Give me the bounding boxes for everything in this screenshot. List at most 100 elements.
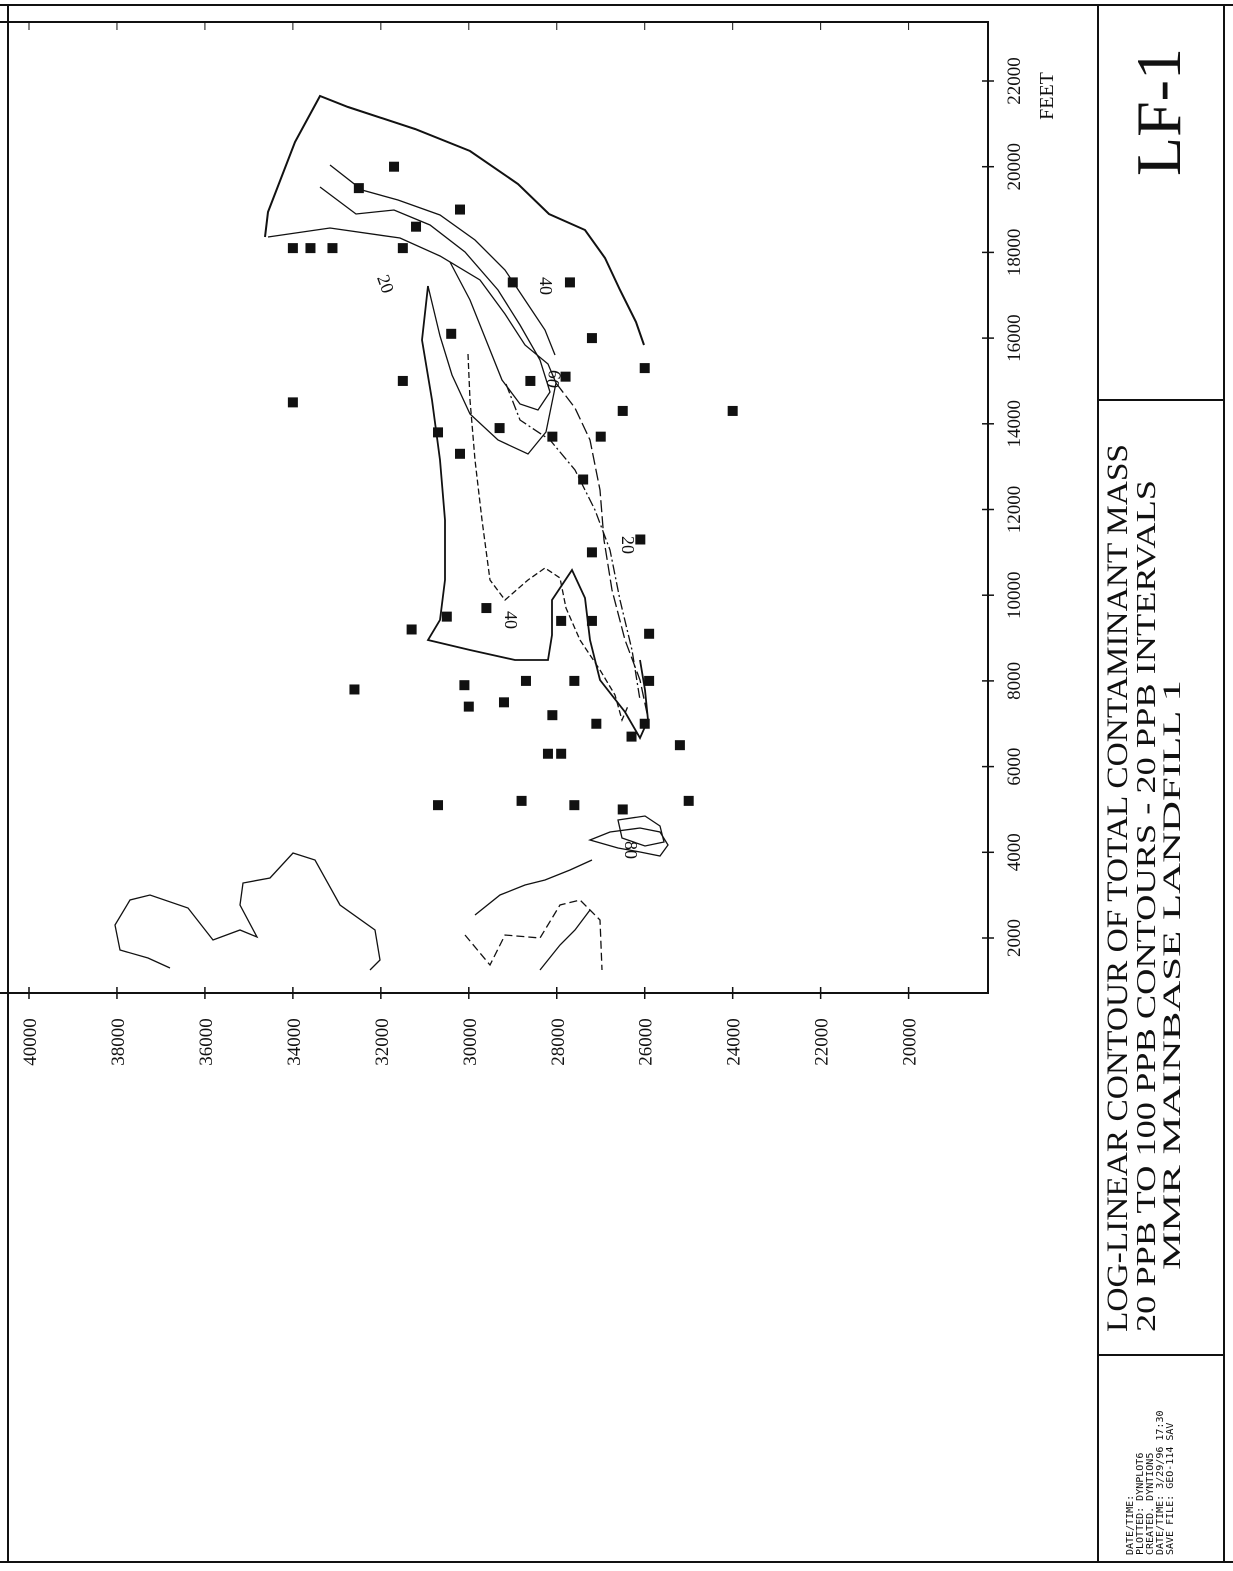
well-marker: [639, 363, 650, 374]
contour-line-40: [267, 227, 557, 455]
well-marker: [463, 701, 474, 712]
well-marker: [644, 628, 655, 639]
well-marker: [397, 375, 408, 386]
well-marker: [556, 615, 567, 626]
contour-label: 80: [621, 841, 641, 859]
well-marker: [446, 328, 457, 339]
boundary-north-1: [114, 852, 381, 971]
plot-info-line: PLOTTED: DYNPLOT6: [1135, 1453, 1146, 1555]
well-marker: [569, 800, 580, 811]
northing-tick-label: 36000: [196, 1018, 217, 1066]
plot-info-line: SAVE FILE: GEO-114 SAV: [1165, 1423, 1176, 1555]
well-marker: [639, 718, 650, 729]
well-marker: [406, 624, 417, 635]
northing-tick-label: 30000: [460, 1018, 481, 1066]
well-marker: [617, 804, 628, 815]
contour-lines: [114, 94, 669, 971]
easting-tick-label: 2000: [1004, 919, 1025, 957]
contour-line-hotspot-inner: [617, 815, 665, 847]
easting-tick-label: 16000: [1004, 314, 1025, 362]
northing-tick-label: 28000: [548, 1018, 569, 1066]
well-marker: [626, 731, 637, 742]
contour-line-80: [329, 164, 556, 356]
contour-label: 40: [536, 277, 556, 295]
well-marker: [586, 547, 597, 558]
plot-info-line: CREATED. DYNTION5: [1145, 1453, 1156, 1555]
contour-line-20-east: [555, 382, 649, 719]
northing-tick-label: 32000: [372, 1018, 393, 1066]
well-marker: [397, 243, 408, 254]
well-marker: [455, 448, 466, 459]
well-marker: [459, 680, 470, 691]
well-marker: [547, 710, 558, 721]
title-line-2: 20 PPB TO 100 PPB CONTOURS - 20 PPB INTE…: [1131, 480, 1161, 1332]
well-marker: [433, 800, 444, 811]
boundary-north-3: [474, 859, 593, 916]
well-marker: [542, 748, 553, 759]
easting-tick-label: 4000: [1004, 833, 1025, 871]
northing-axis: 40000 38000 36000 34000 32000 30000 28000 26000…: [20, 22, 921, 1066]
easting-tick-label: 14000: [1004, 400, 1025, 448]
well-marker: [644, 675, 655, 686]
easting-tick-label: 20000: [1004, 143, 1025, 191]
northing-tick-label: 22000: [812, 1018, 833, 1066]
well-marker: [586, 333, 597, 344]
plot-info-line: DATE/TIME: 3/29/96 17:30: [1155, 1411, 1166, 1556]
well-marker: [727, 405, 738, 416]
easting-tick-label: 10000: [1004, 571, 1025, 619]
contour-label: 40: [501, 611, 521, 629]
well-marker: [305, 243, 316, 254]
title-line-3: MMR MAINBASE LANDFILL 1: [1159, 680, 1186, 1270]
well-marker: [569, 675, 580, 686]
contour-labels: 20 40 60 40 20 80: [373, 272, 641, 859]
monitoring-wells: [287, 161, 738, 815]
easting-tick-label: 18000: [1004, 229, 1025, 277]
boundary-north-2: [464, 899, 603, 971]
easting-tick-label: 8000: [1004, 662, 1025, 700]
plot-frame: [0, 21, 989, 994]
well-marker: [433, 427, 444, 438]
plot-area: 2000 4000 6000 8000 10000 12000 14000 16000 1800…: [0, 21, 1058, 1066]
contour-label: 60: [542, 368, 565, 389]
well-marker: [578, 474, 589, 485]
well-marker: [507, 277, 518, 288]
title-line-1: LOG-LINEAR CONTOUR OF TOTAL CONTAMINANT …: [1101, 444, 1134, 1332]
northing-tick-label: 38000: [108, 1018, 129, 1066]
well-marker: [560, 371, 571, 382]
well-marker: [586, 615, 597, 626]
well-marker: [349, 684, 360, 695]
easting-tick-label: 6000: [1004, 748, 1025, 786]
well-marker: [389, 161, 400, 172]
well-marker: [683, 795, 694, 806]
well-marker: [327, 243, 338, 254]
northing-tick-label: 34000: [284, 1018, 305, 1066]
well-marker: [494, 423, 505, 434]
well-marker: [547, 431, 558, 442]
well-marker: [441, 611, 452, 622]
easting-tick-label: 12000: [1004, 486, 1025, 534]
contour-line-20-west: [421, 285, 649, 740]
well-marker: [525, 375, 536, 386]
easting-axis: 2000 4000 6000 8000 10000 12000 14000 16000 1800…: [982, 57, 1025, 957]
contour-label: 20: [373, 272, 398, 296]
sheet-id: LF-1: [1123, 48, 1194, 176]
well-marker: [411, 221, 422, 232]
well-marker: [635, 534, 646, 545]
well-marker: [353, 183, 364, 194]
contour-label: 20: [618, 536, 638, 554]
plot-info-line: DATE/TIME:: [1125, 1495, 1136, 1555]
boundary-north-4: [539, 909, 591, 971]
sheet-frame: [0, 4, 1233, 1563]
northing-tick-label: 26000: [636, 1018, 657, 1066]
well-marker: [520, 675, 531, 686]
well-marker: [287, 243, 298, 254]
contour-line-60: [319, 186, 551, 411]
title-block: LF-1 LOG-LINEAR CONTOUR OF TOTAL CONTAMI…: [1101, 48, 1194, 1555]
well-marker: [556, 748, 567, 759]
well-marker: [516, 795, 527, 806]
well-marker: [455, 204, 466, 215]
northing-tick-label: 20000: [900, 1018, 921, 1066]
northing-tick-label: 24000: [724, 1018, 745, 1066]
easting-axis-label: FEET: [1036, 72, 1058, 120]
